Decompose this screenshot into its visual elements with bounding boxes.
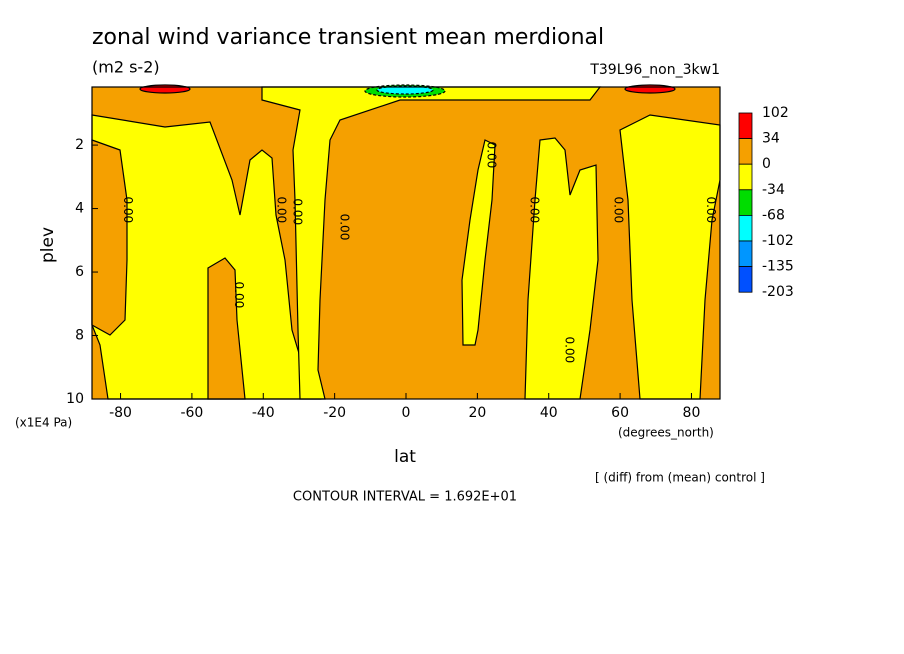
contour-label: 0.00 [704,196,718,223]
contour-label: 0.00 [275,196,289,223]
colorbar-swatch [738,138,753,165]
contour-label: 0.00 [121,196,135,223]
run-label: T39L96_non_3kw1 [589,62,720,78]
x-tick-label: -60 [180,405,203,421]
colorbar-label: 0 [762,156,771,172]
x-tick-label: 40 [540,405,558,421]
colorbar-label: -102 [762,233,794,249]
contour-label: 0.00 [484,142,498,169]
x-tick-label: -80 [109,405,132,421]
contour-interval: CONTOUR INTERVAL = 1.692E+01 [293,490,517,505]
chart-title: zonal wind variance transient mean merdi… [92,25,604,50]
colorbar-label: 34 [762,131,780,147]
contour-label: 0.00 [291,198,305,225]
y-unit: (x1E4 Pa) [15,416,72,430]
colorbar-label: -34 [762,182,785,198]
contour-label: 0.00 [232,282,246,309]
x-tick-label: 60 [611,405,629,421]
y-axis-label: plev [38,227,58,263]
colorbar-swatch [738,189,753,216]
colorbar-label: 102 [762,105,789,121]
red-region [139,84,191,94]
colorbar-swatch [738,112,753,140]
y-tick-label: 4 [75,201,84,217]
cyan-region [376,85,434,95]
yellow-region [91,114,322,400]
y-tick-label: 10 [66,391,84,407]
x-tick-label: 0 [402,405,411,421]
colorbar-label: -203 [762,284,794,300]
x-tick-label: -40 [252,405,275,421]
x-tick-label: -20 [323,405,346,421]
orange-region [91,139,128,336]
x-tick-label: 80 [683,405,701,421]
filled-contours [91,84,721,400]
contour-label: 0.00 [337,214,351,241]
y-tick-label: 2 [75,137,84,153]
y-tick-label: 8 [75,328,84,344]
yellow-region [524,137,599,400]
x-unit: (degrees_north) [618,426,714,440]
colorbar-swatch [738,266,753,293]
colorbar-swatch [738,240,753,268]
colorbar-swatch [738,214,753,242]
contour-label: 0.00 [563,336,577,363]
note: [ (diff) from (mean) control ] [595,471,765,485]
yellow-region [261,86,602,400]
contour-label: 0.00 [528,196,542,223]
yellow-region [619,114,721,400]
chart-subtitle: (m2 s-2) [92,58,160,77]
contour-label: 0.00 [611,196,625,223]
colorbar-swatch [738,163,753,191]
x-tick-label: 20 [468,405,486,421]
colorbar-label: -135 [762,259,794,275]
x-axis-label: lat [394,447,416,467]
yellow-region [461,139,496,346]
red-region [624,84,676,94]
colorbar-label: -68 [762,207,785,223]
y-tick-label: 6 [75,264,84,280]
